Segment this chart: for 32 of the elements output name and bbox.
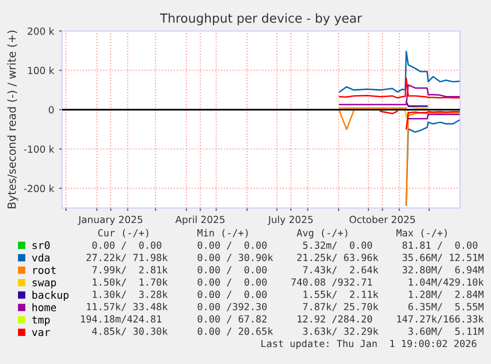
legend-label: home	[32, 303, 56, 312]
legend-label: tmp	[32, 316, 50, 326]
x-tick-label: July 2025	[268, 216, 313, 226]
y-tick-label: 100 k	[28, 66, 54, 74]
y-tick-label: -200 k	[24, 184, 54, 192]
text: 11.57k/ 33.48k 0.00 /392.30 7.87k/ 25.70k 6.35M/ 5.55M	[87, 302, 484, 312]
line-series	[338, 78, 460, 99]
legend-label: vda	[32, 253, 50, 262]
line-series	[338, 84, 460, 106]
y-tick-label: 0	[48, 106, 54, 114]
x-tick-label: October 2025	[350, 216, 415, 224]
y-tick-label: -100 k	[24, 145, 54, 153]
y-axis-title: Bytes/second read (-) / write (+)	[7, 30, 18, 208]
y-tick-label: 200 k	[28, 27, 54, 35]
text: 4.85k/ 30.30k 0.00 / 20.65k 3.63k/ 32.29k 3.60M/ 5.11M	[92, 327, 484, 336]
legend-label: sr0	[32, 241, 50, 250]
text: 7.99k/ 2.81k 0.00 / 0.00 7.43k/ 2.64k 32.80M/ 6.94M	[92, 266, 484, 274]
x-tick-label: January 2025	[78, 216, 142, 226]
text: 27.22k/ 71.98k 0.00 / 30.90k 21.25k/ 63.96k 35.66M/ 12.51M	[86, 254, 484, 262]
text: 194.18m/424.81 0.00 / 67.82 12.92 /284.20 147.27k/166.33k	[81, 315, 484, 324]
text: 1.50k/ 1.70k 0.00 / 0.00 740.08 /932.71 1.04M/429.10k	[92, 278, 484, 286]
text: Last update: Thu Jan 1 19:00:02 2026	[261, 340, 476, 350]
x-tick-label: April 2025	[175, 216, 224, 226]
legend-label: root	[33, 266, 56, 274]
legend-label: backup	[32, 290, 69, 301]
text: 0.00 / 0.00 0.00 / 0.00 5.32m/ 0.00 81.81 / 0.00	[92, 241, 478, 250]
text: Cur (-/+) Min (-/+) Avg (-/+) Max (-/+)	[98, 228, 447, 238]
chart-title: Throughput per device - by year	[160, 13, 362, 26]
line-series	[338, 50, 460, 93]
legend-label: swap	[32, 280, 56, 288]
text: 1.30k/ 3.28k 0.00 / 0.00 1.55k/ 2.11k 1.28M/ 2.84M	[92, 290, 484, 299]
legend-label: var	[32, 330, 50, 336]
